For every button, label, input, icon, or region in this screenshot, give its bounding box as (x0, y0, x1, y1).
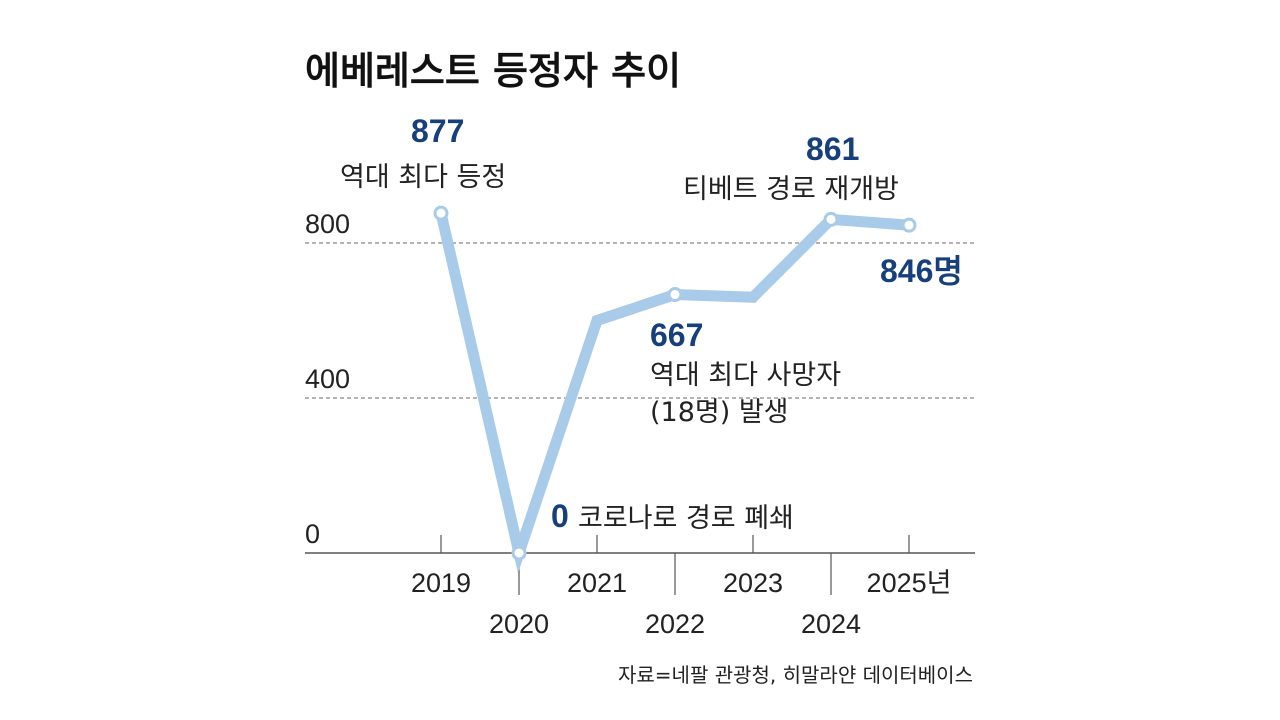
y-tick-label: 800 (305, 209, 350, 239)
label-2024-value: 861 (806, 131, 859, 167)
x-tick-label: 2025년 (867, 568, 952, 598)
chart-title: 에베레스트 등정자 추이 (305, 49, 681, 93)
source-note: 자료=네팔 관광청, 히말라얀 데이터베이스 (618, 663, 973, 687)
data-point (433, 205, 449, 221)
data-point (667, 287, 683, 303)
label-2020-value: 0 (551, 498, 569, 534)
data-point (511, 545, 527, 561)
label-2022-note1: 역대 최다 사망자 (650, 360, 841, 391)
label-2024-note: 티베트 경로 재개방 (683, 174, 899, 205)
label-2022-value: 667 (650, 317, 703, 353)
x-tick-label: 2021 (567, 568, 627, 598)
y-tick-label: 400 (305, 364, 350, 394)
x-tick-label: 2024 (801, 609, 861, 639)
data-point (823, 211, 839, 227)
x-tick-label: 2023 (723, 568, 783, 598)
x-tick-label: 2019 (411, 568, 471, 598)
label-2020-note: 코로나로 경로 폐쇄 (578, 503, 794, 534)
x-tick-label: 2020 (489, 609, 549, 639)
x-tick-label: 2022 (645, 609, 705, 639)
label-2022-note2: (18명) 발생 (650, 397, 789, 428)
y-tick-label: 0 (305, 519, 320, 549)
label-2019-note: 역대 최다 등정 (340, 162, 506, 193)
label-2019-value: 877 (411, 113, 464, 149)
data-point (901, 217, 917, 233)
label-2025-value: 846명 (880, 253, 963, 289)
